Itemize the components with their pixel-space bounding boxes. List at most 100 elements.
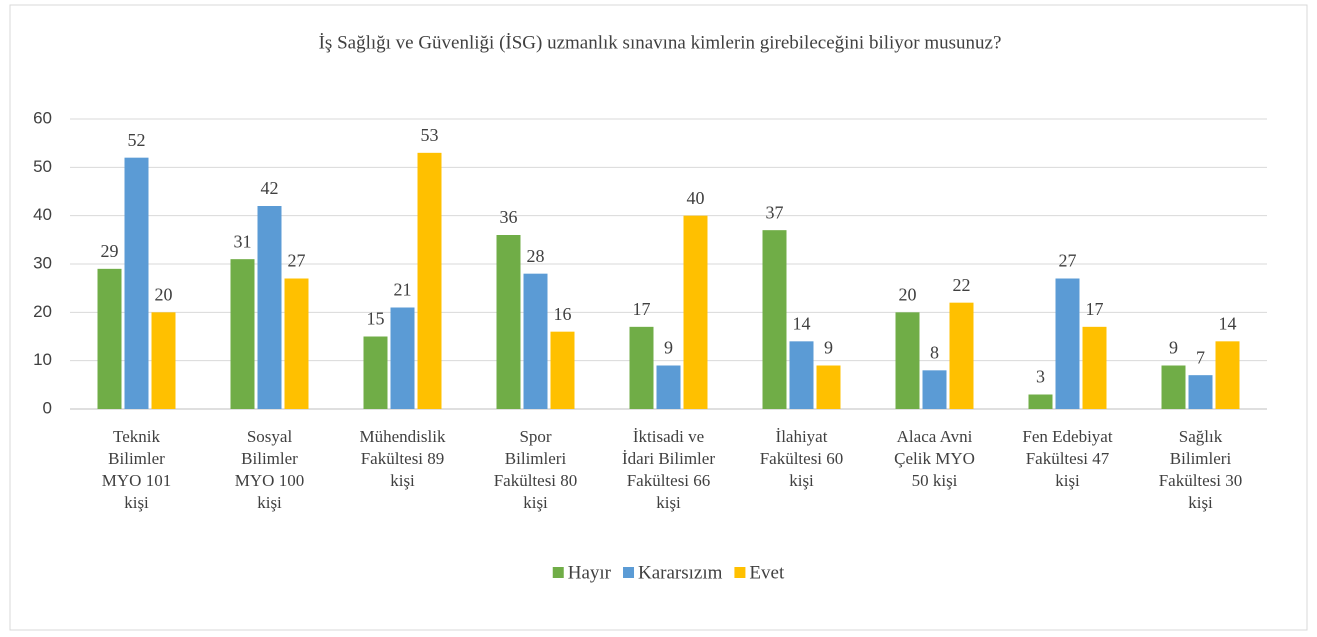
- bar: [789, 341, 814, 409]
- x-tick-label: Bilimler: [241, 449, 298, 468]
- data-label: 17: [1086, 299, 1104, 319]
- x-tick-label: kişi: [1055, 471, 1080, 490]
- bar: [816, 365, 841, 409]
- bar: [390, 307, 415, 409]
- y-tick-label: 30: [33, 253, 52, 272]
- data-label: 17: [633, 299, 651, 319]
- bar: [922, 370, 947, 409]
- y-tick-label: 40: [33, 205, 52, 224]
- x-tick-label: kişi: [656, 493, 681, 512]
- x-tick-label: Teknik: [113, 427, 160, 446]
- bar: [949, 302, 974, 409]
- data-label: 53: [421, 125, 439, 145]
- x-tick-label: MYO 100: [235, 471, 304, 490]
- bar: [656, 365, 681, 409]
- y-tick-label: 50: [33, 157, 52, 176]
- bar: [1055, 278, 1080, 409]
- bar: [629, 326, 654, 409]
- x-tick-label: Mühendislik: [360, 427, 446, 446]
- data-label: 15: [367, 309, 385, 329]
- data-label: 27: [1059, 251, 1077, 271]
- x-tick-label: Fakültesi 30: [1159, 471, 1243, 490]
- data-label: 3: [1036, 367, 1045, 387]
- bar: [895, 312, 920, 409]
- x-tick-label: Fakültesi 66: [627, 471, 711, 490]
- bar: [683, 215, 708, 409]
- data-label: 36: [500, 207, 518, 227]
- x-tick-label: 50 kişi: [912, 471, 958, 490]
- x-tick-label: Çelik MYO: [894, 449, 975, 468]
- data-label: 31: [234, 231, 252, 251]
- bar: [417, 152, 442, 410]
- bar: [1161, 365, 1186, 409]
- bar: [762, 230, 787, 409]
- bar: [284, 278, 309, 409]
- bar: [124, 157, 149, 409]
- x-tick-label: Sosyal: [247, 427, 293, 446]
- data-label: 28: [527, 246, 545, 266]
- data-label: 16: [554, 304, 572, 324]
- x-tick-label: İdari Bilimler: [622, 449, 715, 468]
- y-tick-label: 0: [43, 398, 52, 417]
- legend-swatch: [623, 567, 635, 578]
- bar: [1082, 326, 1107, 409]
- y-tick-label: 60: [33, 108, 52, 127]
- data-label: 20: [899, 284, 917, 304]
- data-label: 21: [394, 280, 412, 300]
- data-label: 29: [101, 241, 119, 261]
- bar: [257, 206, 282, 409]
- x-tick-label: kişi: [390, 471, 415, 490]
- x-tick-label: kişi: [124, 493, 149, 512]
- x-tick-label: Fen Edebiyat: [1022, 427, 1112, 446]
- x-tick-label: Alaca Avni: [897, 427, 973, 446]
- legend-label: Kararsızım: [638, 562, 723, 583]
- data-label: 27: [288, 251, 306, 271]
- x-tick-label: Bilimleri: [1170, 449, 1232, 468]
- bar: [97, 268, 122, 409]
- data-label: 8: [930, 342, 939, 362]
- data-label: 52: [128, 130, 146, 150]
- x-tick-label: kişi: [789, 471, 814, 490]
- data-label: 40: [687, 188, 705, 208]
- chart-title: İş Sağlığı ve Güvenliği (İSG) uzmanlık s…: [319, 32, 1002, 53]
- x-tick-label: kişi: [1188, 493, 1213, 512]
- x-tick-label: Bilimler: [108, 449, 165, 468]
- bar: [230, 259, 255, 409]
- x-tick-label: Fakültesi 47: [1026, 449, 1110, 468]
- x-tick-label: Bilimleri: [505, 449, 567, 468]
- data-label: 20: [155, 284, 173, 304]
- bar: [523, 273, 548, 409]
- legend-label: Evet: [749, 562, 785, 583]
- data-label: 7: [1196, 347, 1205, 367]
- bar: [1188, 375, 1213, 409]
- bar: [496, 235, 521, 409]
- data-label: 14: [1219, 313, 1237, 333]
- x-tick-label: Fakültesi 80: [494, 471, 578, 490]
- x-tick-label: Fakültesi 89: [361, 449, 445, 468]
- data-label: 9: [824, 338, 833, 358]
- chart-border: [9, 4, 1308, 631]
- data-label: 9: [664, 338, 673, 358]
- bar: [363, 336, 388, 409]
- x-tick-label: kişi: [257, 493, 282, 512]
- data-label: 22: [953, 275, 971, 295]
- data-label: 14: [793, 313, 811, 333]
- y-tick-label: 20: [33, 302, 52, 321]
- data-label: 42: [261, 178, 279, 198]
- bar: [550, 331, 575, 409]
- bar: [1215, 341, 1240, 409]
- legend-label: Hayır: [568, 562, 612, 583]
- x-tick-label: kişi: [523, 493, 548, 512]
- x-tick-label: İlahiyat: [776, 427, 828, 446]
- legend-swatch: [734, 567, 746, 578]
- bar: [151, 312, 176, 409]
- x-tick-label: Sağlık: [1179, 427, 1223, 446]
- bar: [1028, 394, 1053, 409]
- legend-swatch: [552, 567, 564, 578]
- x-tick-label: Spor: [519, 427, 551, 446]
- data-label: 9: [1169, 338, 1178, 358]
- y-tick-label: 10: [33, 350, 52, 369]
- x-tick-label: İktisadi ve: [633, 427, 704, 446]
